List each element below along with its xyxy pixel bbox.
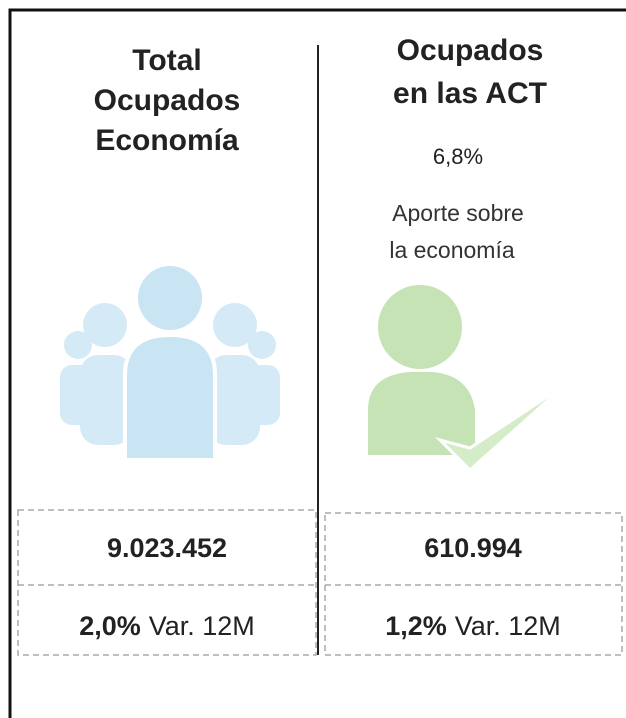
left-title: Economía	[95, 124, 239, 157]
frame	[8, 8, 626, 718]
left-variation: 2,0% Var. 12M	[79, 611, 255, 641]
right-variation: 1,2% Var. 12M	[385, 611, 561, 641]
variation-label: Var. 12M	[455, 611, 561, 641]
people-icon	[60, 266, 280, 462]
person-check-icon	[368, 285, 567, 473]
share-label: Aporte sobre	[392, 200, 524, 226]
share-label: la economía	[389, 237, 515, 263]
left-title: Ocupados	[94, 84, 241, 117]
left-title: Total	[132, 44, 201, 77]
left-value: 9.023.452	[107, 533, 227, 563]
right-value: 610.994	[424, 533, 522, 563]
right-title: Ocupados	[397, 34, 544, 67]
variation: 2,0%	[79, 611, 141, 641]
variation: 1,2%	[385, 611, 447, 641]
left-box	[17, 509, 317, 656]
share: 6,8%	[433, 144, 483, 169]
variation-label: Var. 12M	[149, 611, 255, 641]
right-title: en las ACT	[393, 77, 547, 110]
